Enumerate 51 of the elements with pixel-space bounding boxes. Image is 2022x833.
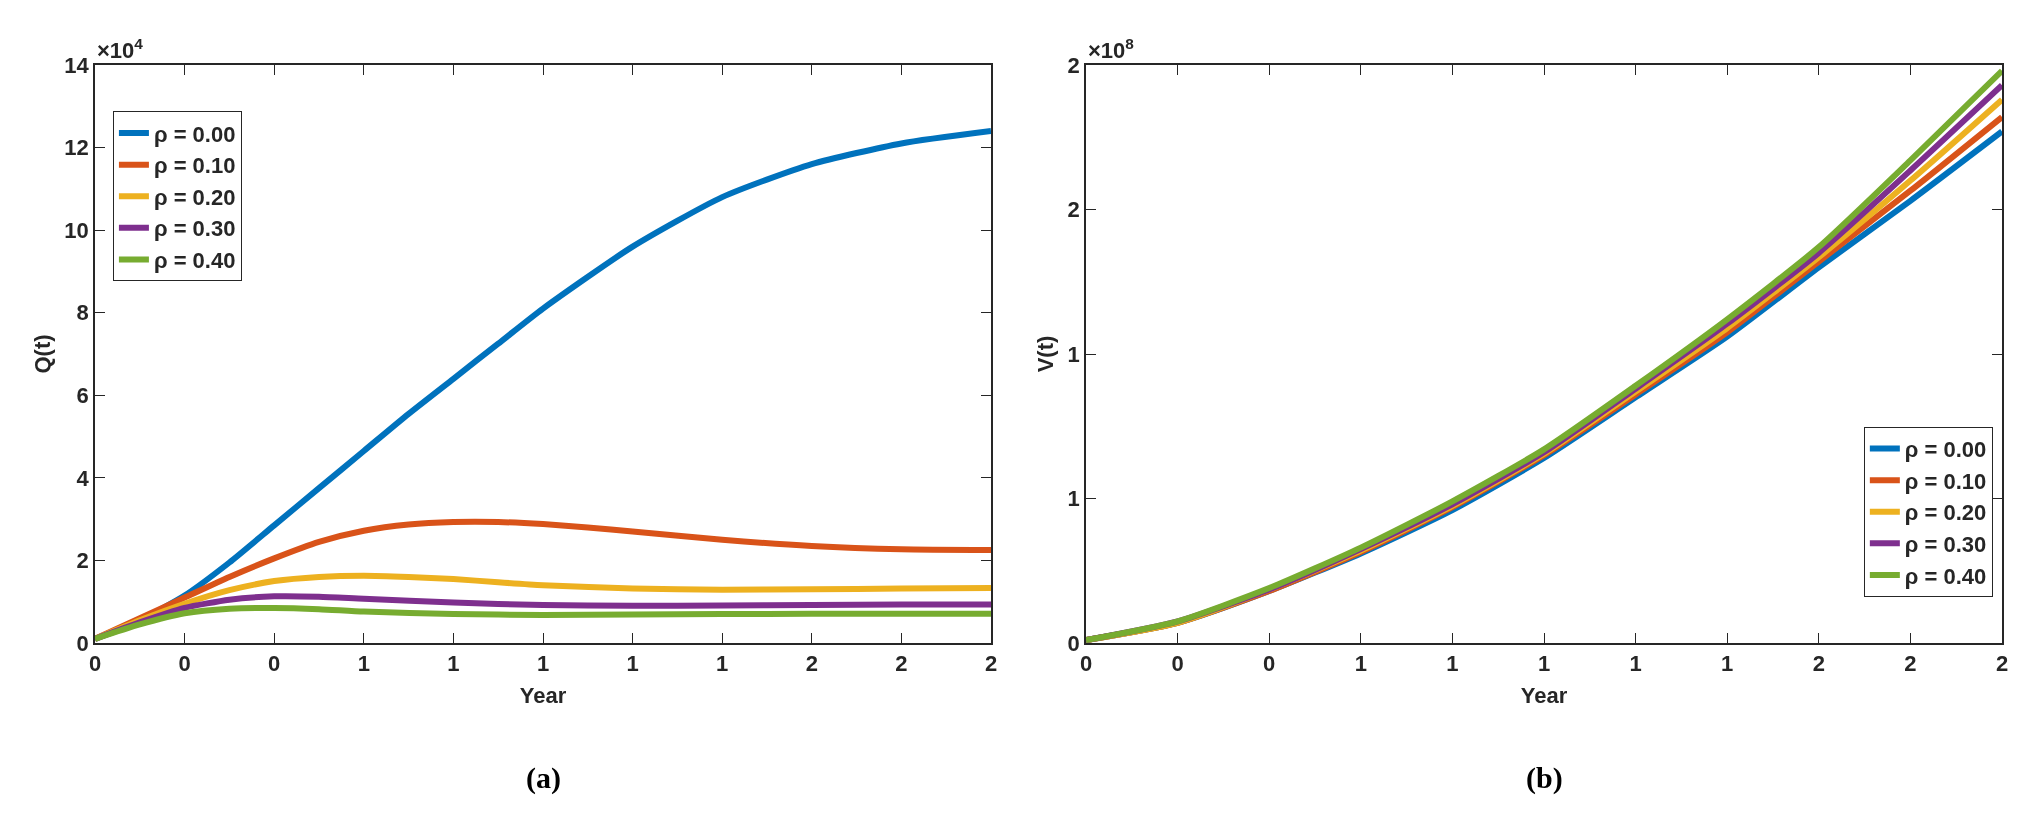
y-tick-label: 6: [76, 382, 89, 408]
y-axis-title: V(t): [1032, 335, 1058, 373]
legend-label: ρ = 0.20: [153, 184, 236, 210]
legend-label: ρ = 0.20: [1904, 500, 1987, 526]
text: (b): [1526, 761, 1563, 795]
x-tick-label: 2: [1904, 651, 1917, 677]
y-tick-label: 2: [1067, 52, 1080, 78]
x-tick-label: 2: [805, 651, 818, 677]
legend-label: ρ = 0.30: [153, 216, 236, 242]
y-tick-label: 2: [1067, 197, 1080, 223]
x-tick-label: 1: [626, 651, 639, 677]
y-tick-label: 10: [64, 217, 89, 243]
text: (a): [526, 761, 561, 795]
x-tick-label: 2: [984, 651, 998, 677]
x-tick-label: 1: [1629, 651, 1642, 677]
text: ×10$^{8}$: [1088, 35, 1135, 64]
y-tick-label: 1: [1067, 341, 1080, 367]
y-tick-label: 2: [76, 548, 89, 574]
y-axis-title: Q(t): [29, 334, 55, 374]
y-tick-label: 0: [1067, 630, 1080, 656]
x-tick-label: 1: [1537, 651, 1551, 677]
text: ×10$^{4}$: [97, 35, 144, 64]
legend-label: ρ = 0.40: [153, 248, 236, 274]
legend-label: ρ = 0.00: [153, 121, 236, 147]
x-axis-title: Year: [519, 682, 567, 708]
legend-label: ρ = 0.00: [1904, 437, 1987, 463]
x-axis-title: Year: [1520, 682, 1568, 708]
x-tick-label: 1: [1446, 651, 1459, 677]
x-tick-label: 2: [1812, 651, 1825, 677]
legend-label: ρ = 0.10: [1904, 468, 1987, 494]
y-tick-label: 1: [1067, 486, 1080, 512]
x-tick-label: 1: [536, 651, 550, 677]
y-tick-label: 0: [76, 630, 89, 656]
x-tick-label: 0: [268, 651, 281, 677]
x-tick-label: 2: [1995, 651, 2009, 677]
x-tick-label: 0: [178, 651, 191, 677]
x-tick-label: 0: [1171, 651, 1184, 677]
y-tick-label: 8: [76, 300, 89, 326]
y-tick-label: 14: [64, 52, 90, 78]
x-tick-label: 1: [716, 651, 729, 677]
x-tick-label: 2: [895, 651, 908, 677]
legend-label: ρ = 0.10: [153, 153, 236, 179]
y-tick-label: 12: [64, 135, 89, 161]
legend-label: ρ = 0.40: [1904, 563, 1987, 589]
x-tick-label: 0: [1263, 651, 1276, 677]
x-tick-label: 1: [357, 651, 370, 677]
x-tick-label: 1: [1721, 651, 1734, 677]
x-tick-label: 1: [1354, 651, 1367, 677]
y-tick-label: 4: [76, 465, 90, 491]
x-tick-label: 1: [447, 651, 460, 677]
legend-label: ρ = 0.30: [1904, 531, 1987, 557]
